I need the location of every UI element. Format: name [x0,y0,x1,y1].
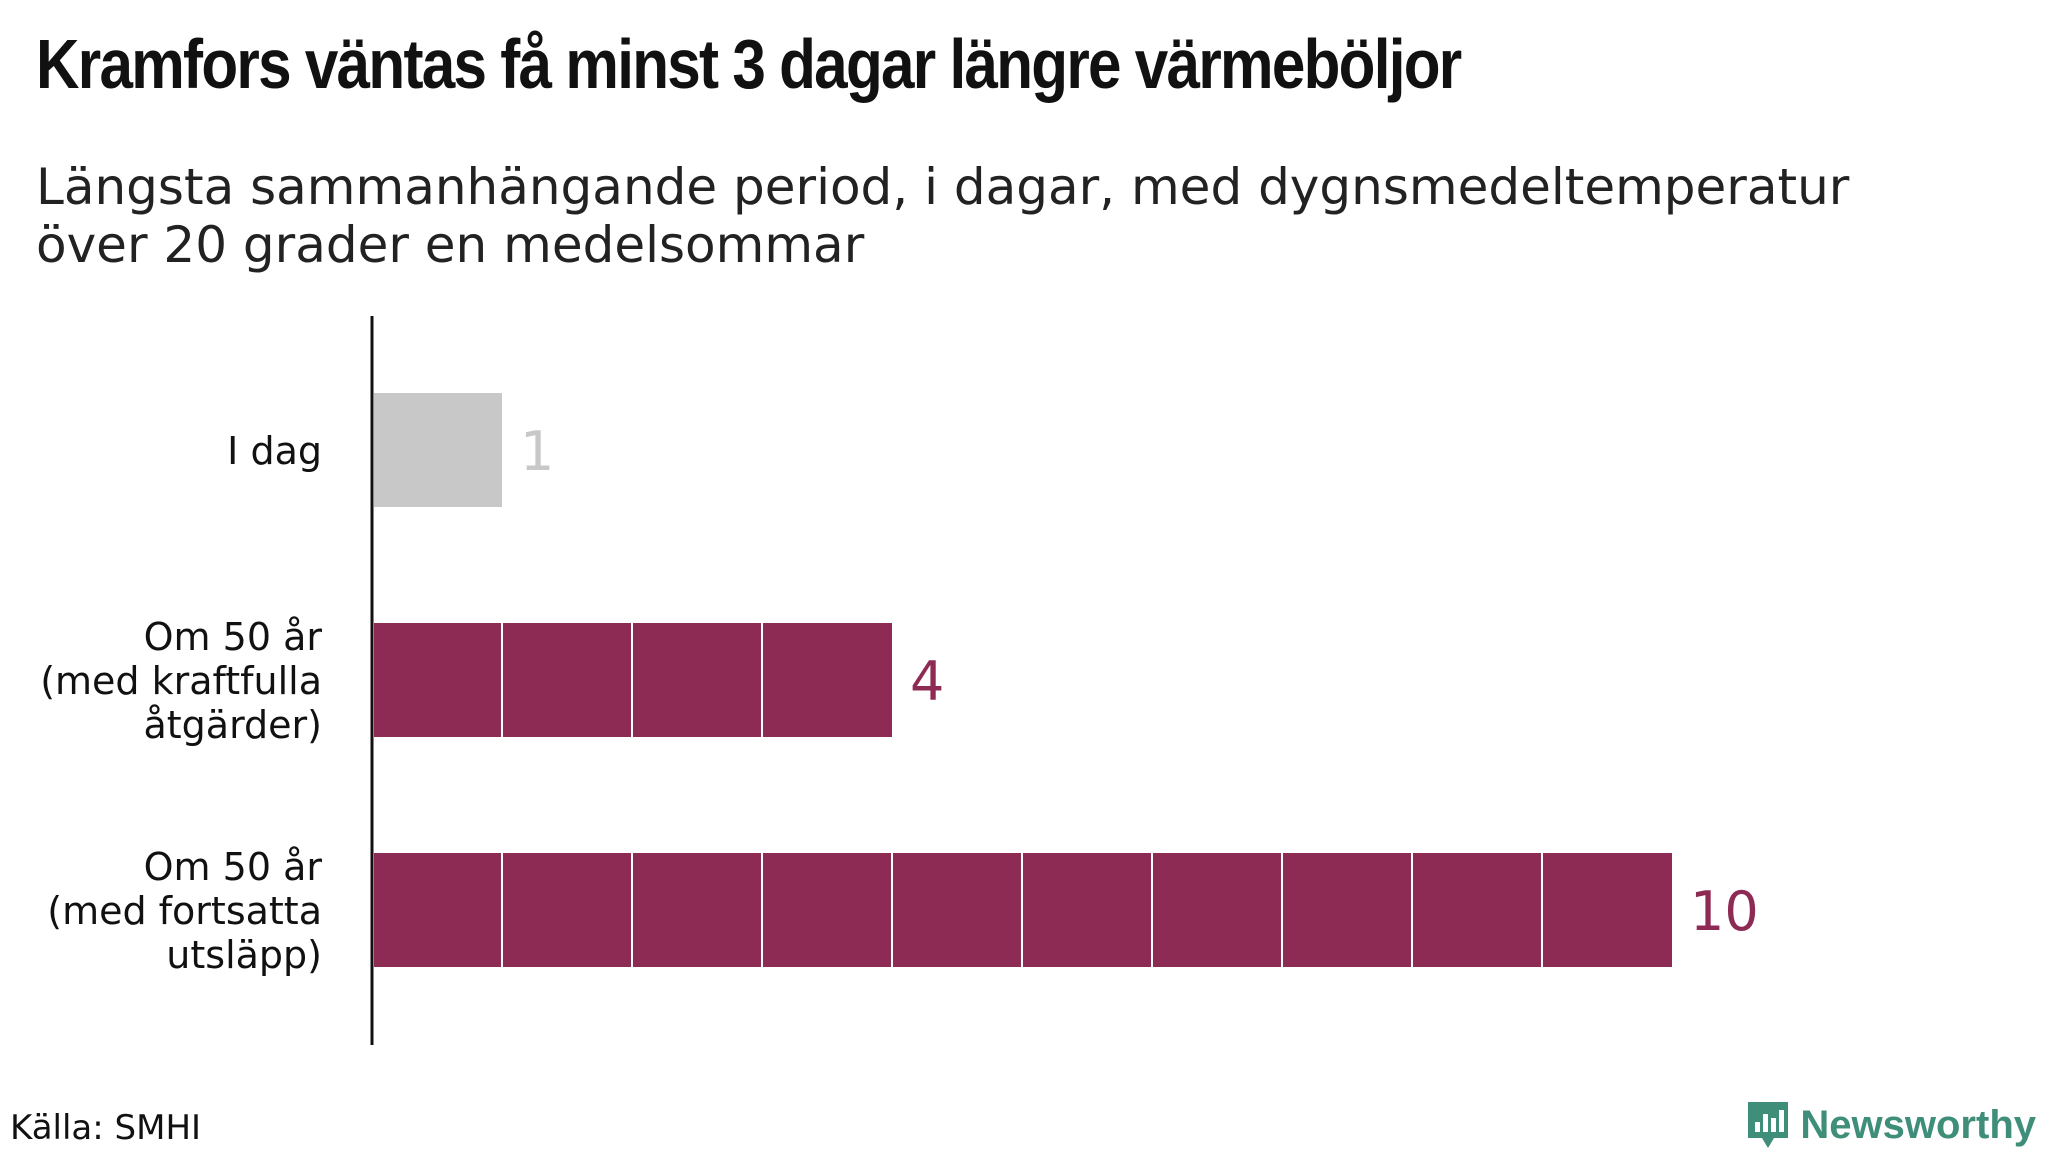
bar-chart: 1 I dag 4 Om 50 år (med kraftfulla åtgärder) 1… [40,316,1759,1045]
bar [374,393,502,507]
chart-title: Kramfors väntas få minst 3 dagar längre … [36,25,1462,103]
bar-value-label: 1 [520,420,554,483]
newsworthy-logo-icon [1748,1102,1789,1148]
brand-name: Newsworthy [1800,1102,2036,1147]
source-note: Källa: SMHI [10,1108,202,1148]
chart-subtitle: Längsta sammanhängande period, i dagar, … [36,158,1850,274]
category-label: I dag [227,429,322,473]
bar-group: 10 Om 50 år (med fortsatta utsläpp) [47,845,1758,977]
brand-logo: Newsworthy [1744,1098,2036,1152]
bar-value-label: 10 [1690,880,1759,943]
bar-group: 4 Om 50 år (med kraftfulla åtgärder) [40,615,944,747]
bar-group: 1 I dag [227,393,554,507]
bar-value-label: 4 [910,650,944,713]
category-label: Om 50 år (med fortsatta utsläpp) [47,845,322,977]
category-label: Om 50 år (med kraftfulla åtgärder) [40,615,322,747]
